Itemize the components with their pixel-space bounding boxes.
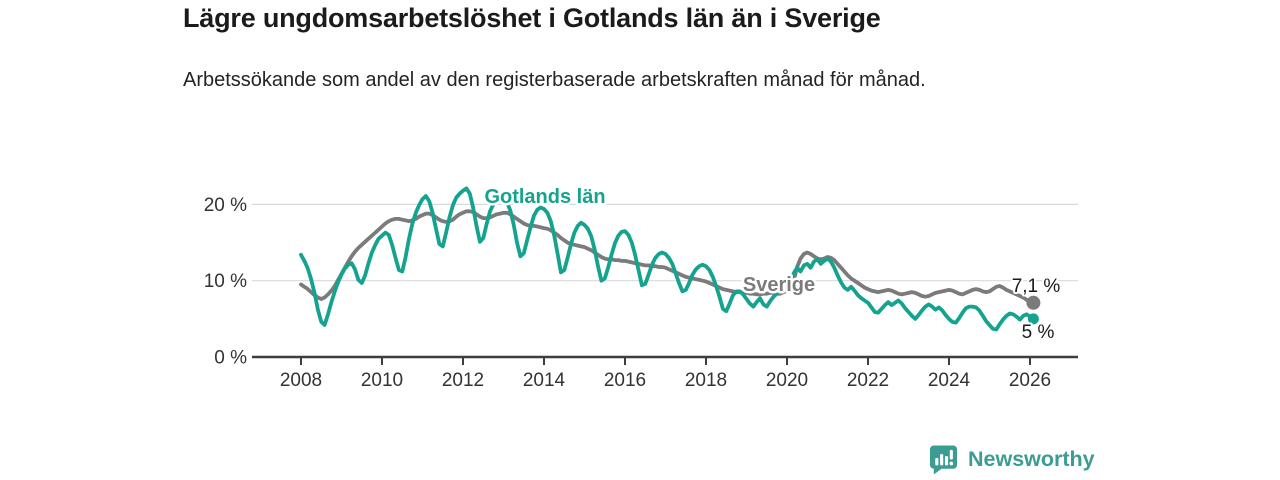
chart-subtitle: Arbetssökande som andel av den registerb… — [183, 69, 926, 91]
end-dot-sverige — [1026, 295, 1041, 310]
end-value-label-gotlands-lan: 5 % — [1022, 322, 1055, 343]
end-dot-gotlands-lan — [1027, 313, 1039, 325]
x-tick-label: 2010 — [361, 370, 403, 391]
x-axis: 2008 2010 2012 2014 2016 2018 2020 2022 2024 2026 — [252, 355, 1078, 391]
newsworthy-logo: Newsworthy — [928, 442, 1095, 476]
newsworthy-bubble-chart-icon — [929, 444, 958, 475]
series-label-gotlands-lan: Gotlands län — [484, 186, 605, 208]
y-tick-label: 0 % — [214, 348, 247, 369]
series-label-sverige: Sverige — [743, 274, 815, 296]
brand-name: Newsworthy — [968, 446, 1095, 471]
end-value-label-sverige: 7,1 % — [1012, 276, 1061, 297]
series-lines — [299, 186, 1041, 332]
y-axis-labels: 0 % 10 % 20 % — [204, 195, 247, 369]
page-title: Lägre ungdomsarbetslöshet i Gotlands län… — [183, 3, 881, 33]
line-sverige — [299, 209, 1036, 305]
x-tick-label: 2008 — [280, 370, 322, 391]
line-gotlands-lan — [299, 186, 1036, 332]
x-tick-label: 2020 — [766, 370, 808, 391]
x-tick-label: 2014 — [523, 370, 566, 391]
x-tick-label: 2022 — [847, 370, 889, 391]
gridlines — [252, 203, 1078, 282]
x-tick-label: 2024 — [928, 370, 971, 391]
x-tick-label: 2026 — [1009, 370, 1051, 391]
x-tick-label: 2012 — [442, 370, 484, 391]
x-tick-label: 2018 — [685, 370, 727, 391]
y-tick-label: 10 % — [204, 271, 247, 292]
y-tick-label: 20 % — [204, 195, 247, 216]
x-tick-label: 2016 — [604, 370, 646, 391]
